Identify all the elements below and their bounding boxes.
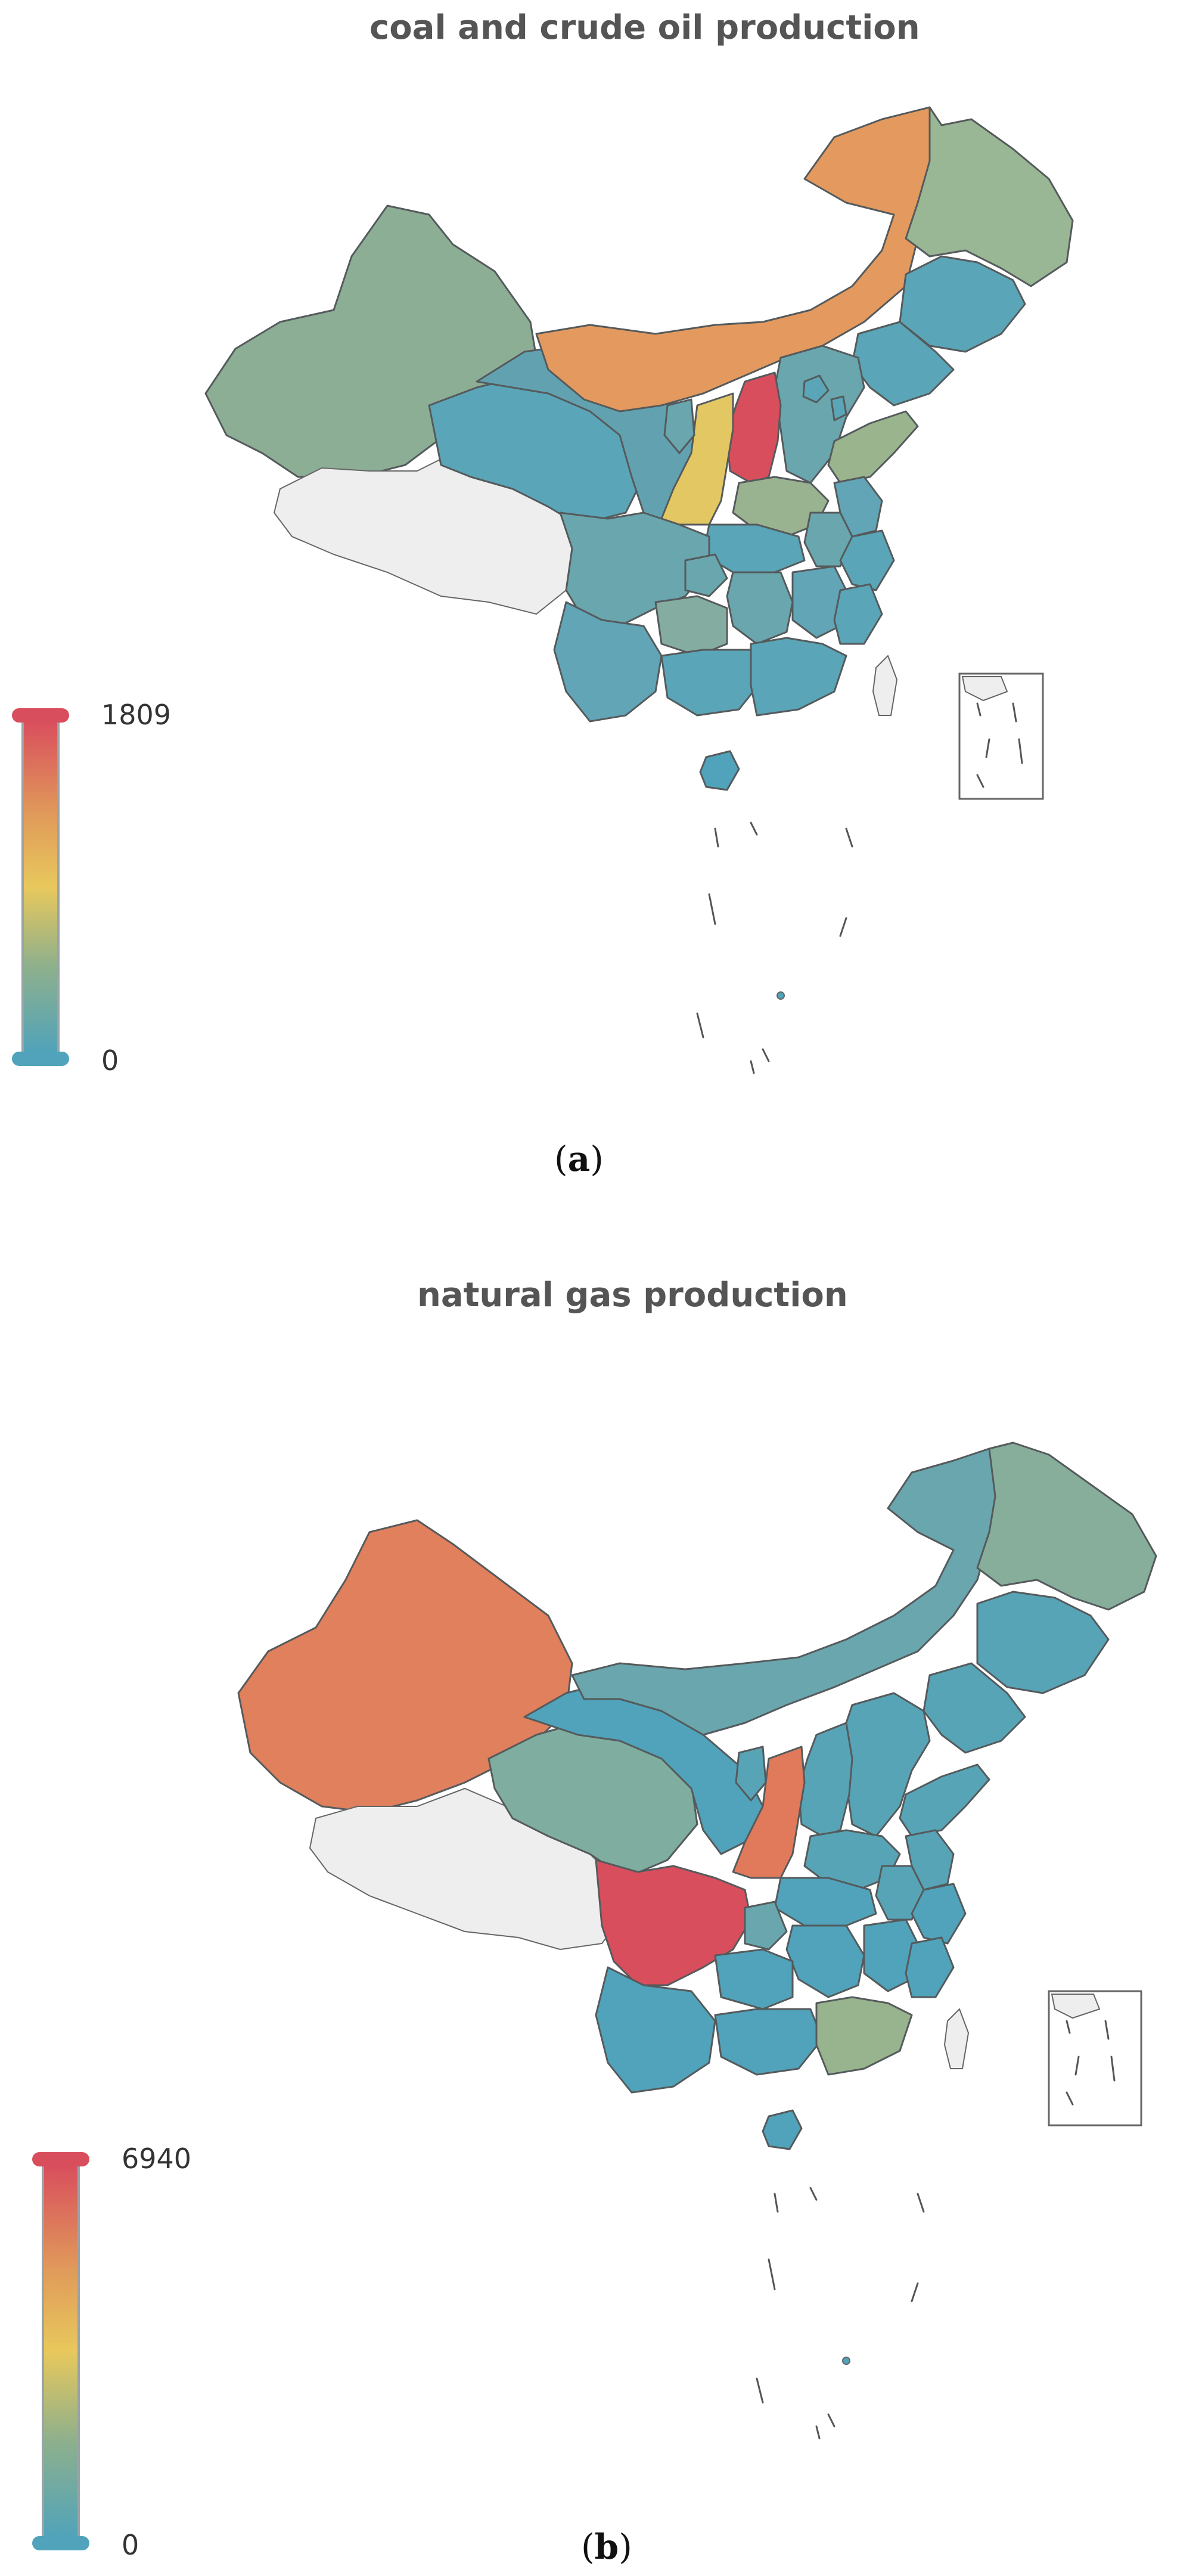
map-panel-b: natural gas production <box>0 1246 1202 2576</box>
china-map <box>204 106 1074 1074</box>
region-beijing <box>802 374 830 404</box>
map-panel-a: coal and crude oil production <box>0 0 1202 1198</box>
map-title: natural gas production <box>417 1276 848 1315</box>
region-xinjiang <box>237 1519 573 1814</box>
region-hubei <box>774 1877 877 1927</box>
legend-max-label: 1809 <box>101 699 172 731</box>
region-shandong <box>899 1763 990 1837</box>
region-anhui <box>875 1865 925 1921</box>
legend-min-label: 0 <box>122 2529 139 2561</box>
region-guizhou <box>654 595 728 657</box>
region-fujian <box>905 1936 955 1998</box>
region-liaoning <box>923 1662 1026 1754</box>
region-yunnan <box>553 601 663 723</box>
china-map <box>237 1442 1157 2439</box>
region-guizhou <box>714 1948 794 2010</box>
region-guangdong <box>815 1996 913 2076</box>
island-dot <box>777 991 785 1000</box>
region-shandong <box>827 410 919 484</box>
region-heilongjiang <box>976 1442 1157 1611</box>
region-guangdong <box>750 637 847 717</box>
inset-island <box>961 676 1008 702</box>
region-hainan <box>699 750 740 791</box>
region-yunnan <box>595 1966 716 2094</box>
legend-min-handle[interactable] <box>32 2536 89 2550</box>
legend-max-label: 6940 <box>122 2143 192 2175</box>
figure-caption-b: (b) <box>581 2527 632 2567</box>
region-zhejiang <box>911 1883 967 1945</box>
region-ningxia <box>663 398 695 454</box>
caption-letter: a <box>567 1139 591 1179</box>
inset-dash <box>1066 2020 1116 2106</box>
caption-letter: b <box>594 2527 619 2567</box>
inset-frame <box>1048 1990 1142 2126</box>
region-chongqing <box>744 1901 788 1951</box>
region-guangxi <box>714 2008 824 2076</box>
region-hainan <box>762 2109 803 2150</box>
region-anhui <box>803 512 853 568</box>
legend-max-handle[interactable] <box>12 708 69 723</box>
region-heilongjiang <box>905 106 1074 287</box>
region-fujian <box>833 583 883 645</box>
inset-island <box>1051 1994 1101 2019</box>
region-ningxia <box>735 1746 767 1802</box>
region-guangxi <box>660 649 764 717</box>
region-taiwan <box>872 655 898 716</box>
legend-max-handle[interactable] <box>32 2152 89 2166</box>
visual-map-legend: 6940 0 <box>32 2144 282 2569</box>
region-shanxi <box>726 371 782 484</box>
south-sea-dash <box>756 2187 925 2439</box>
region-sichuan <box>595 1859 752 1986</box>
region-taiwan <box>943 2008 970 2069</box>
legend-min-handle[interactable] <box>12 1052 69 1066</box>
figure-caption-a: (a) <box>554 1139 604 1179</box>
island-dot <box>842 2357 850 2365</box>
visual-map-legend: 1809 0 <box>12 700 262 1075</box>
south-sea-dash <box>696 822 853 1074</box>
region-shanxi <box>797 1722 853 1837</box>
legend-gradient-bar <box>42 2165 80 2537</box>
legend-min-label: 0 <box>101 1044 119 1077</box>
inset-dash <box>976 702 1023 788</box>
region-jilin <box>976 1591 1110 1694</box>
region-hunan <box>726 571 794 645</box>
region-zhejiang <box>839 529 895 591</box>
region-chongqing <box>684 553 728 597</box>
legend-gradient-bar <box>21 721 60 1053</box>
region-hunan <box>785 1924 865 1998</box>
region-tianjin <box>830 395 847 421</box>
region-sichuan <box>559 512 710 627</box>
